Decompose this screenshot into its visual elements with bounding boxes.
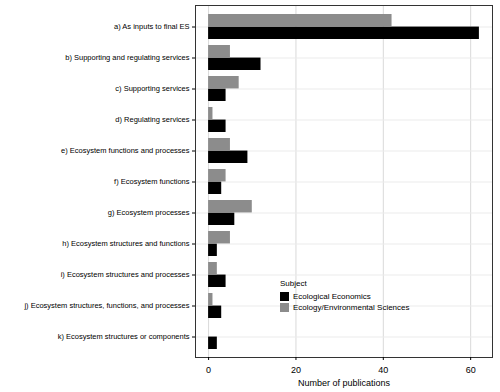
svg-text:h) Ecosystem structures and fu: h) Ecosystem structures and functions [62, 239, 189, 248]
svg-text:j) Ecosystem structures, funct: j) Ecosystem structures, functions, and … [23, 301, 189, 310]
svg-text:c) Supporting services: c) Supporting services [115, 84, 189, 93]
svg-text:g) Ecosystem processes: g) Ecosystem processes [108, 208, 190, 217]
svg-text:b) Supporting and regulating s: b) Supporting and regulating services [65, 53, 189, 62]
svg-text:60: 60 [466, 365, 476, 375]
svg-text:0: 0 [206, 365, 211, 375]
svg-text:e) Ecosystem functions and pro: e) Ecosystem functions and processes [61, 146, 190, 155]
html-text:Ecology/Environmental Sciences: Ecology/Environmental Sciences [293, 302, 410, 312]
html-text:Ecological Economics: Ecological Economics [293, 291, 371, 301]
svg-text:40: 40 [378, 365, 388, 375]
svg-text:d) Regulating services: d) Regulating services [115, 115, 189, 124]
svg-text:f) Ecosystem functions: f) Ecosystem functions [114, 177, 190, 186]
html-text:Subject: Subject [280, 279, 307, 288]
svg-text:i) Ecosystem structures and pr: i) Ecosystem structures and processes [61, 270, 190, 279]
svg-text:a) As inputs to final ES: a) As inputs to final ES [114, 22, 189, 31]
svg-text:k) Ecosystem structures or com: k) Ecosystem structures or components [58, 332, 190, 341]
svg-text:20: 20 [291, 365, 301, 375]
svg-text:Number of publications: Number of publications [298, 378, 391, 388]
